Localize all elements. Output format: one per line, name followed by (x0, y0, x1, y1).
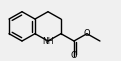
Text: O: O (84, 29, 90, 38)
Text: NH: NH (42, 37, 54, 46)
Text: O: O (71, 51, 77, 60)
